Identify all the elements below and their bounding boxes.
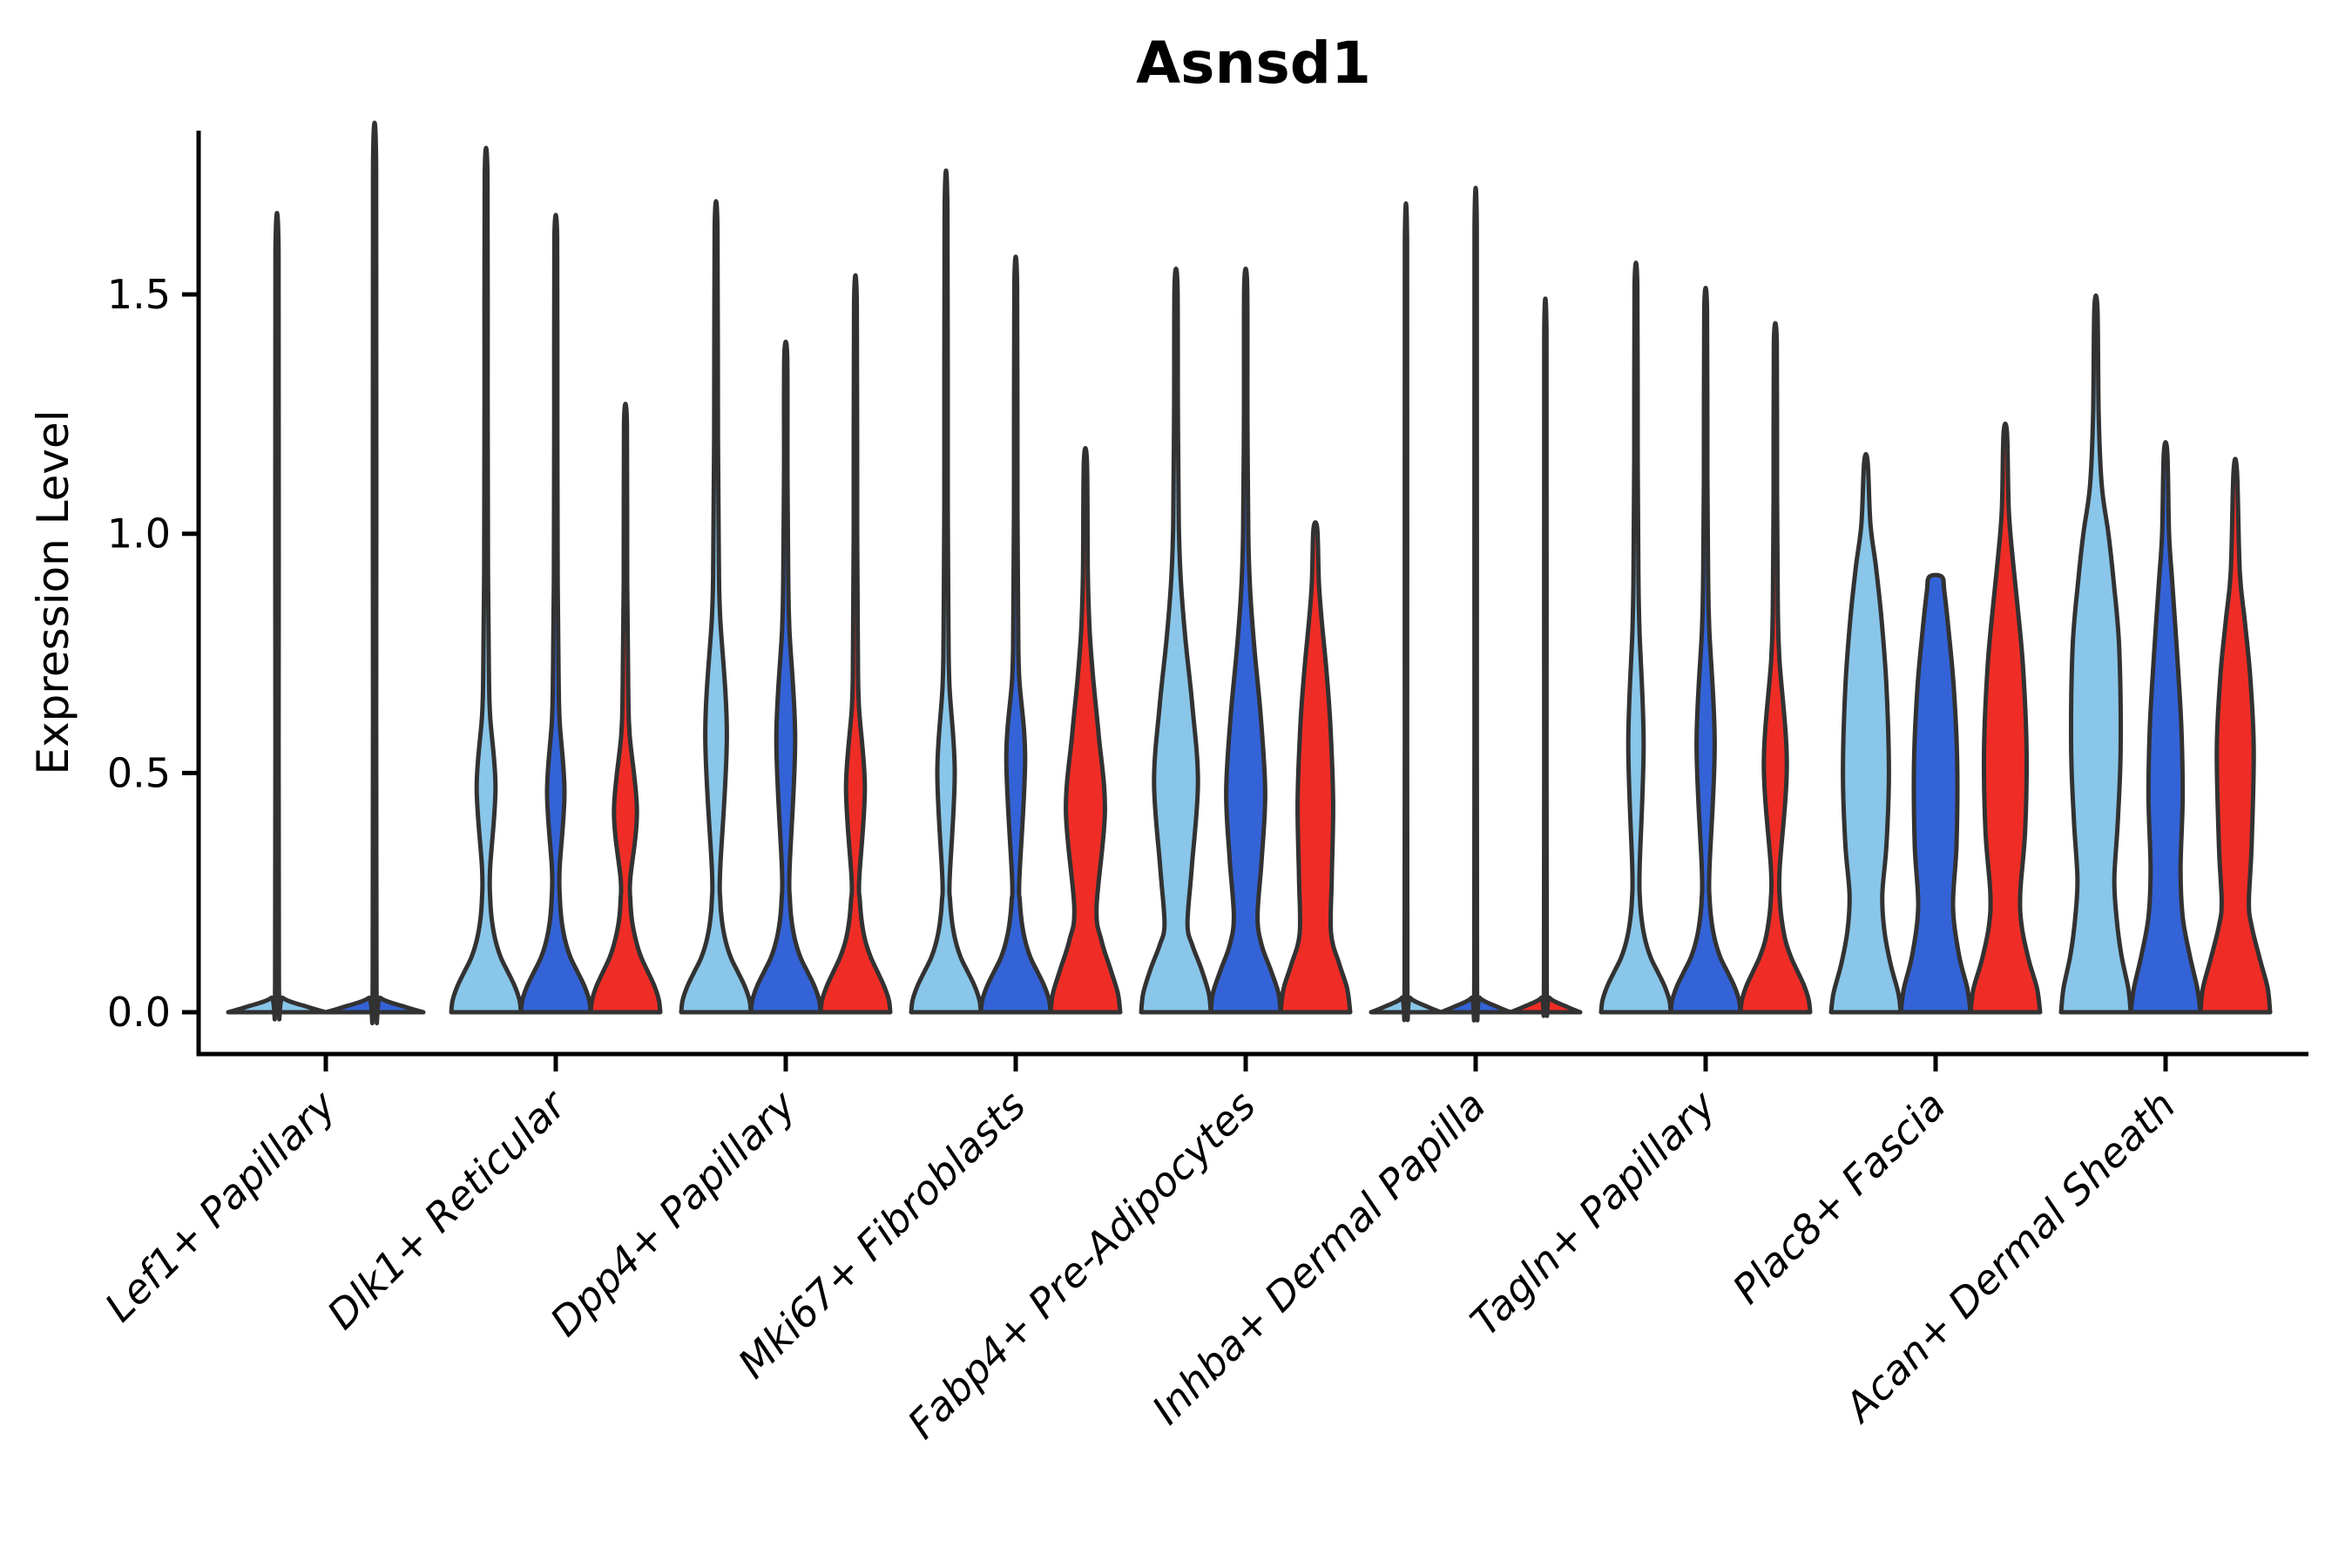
- violin-mki67-split1: [909, 168, 983, 1015]
- violin-acan-split3: [2198, 456, 2273, 1015]
- violin-plac8-split2: [1898, 572, 1973, 1015]
- violin-mki67-split2: [978, 254, 1053, 1015]
- violin-lef1-split2: [323, 120, 426, 1025]
- x-category-label: Dpp4+ Papillary: [541, 1081, 805, 1345]
- violin-fabp4-split1: [1139, 267, 1213, 1015]
- violin-dpp4-split3: [818, 273, 893, 1015]
- violin-plac8-split3: [1968, 421, 2043, 1015]
- x-category-label: Lef1+ Papillary: [96, 1081, 345, 1330]
- violin-dlk1-split1: [449, 145, 524, 1015]
- axes-layer: [182, 131, 2308, 1071]
- violin-fabp4-split3: [1278, 520, 1353, 1015]
- violin-dpp4-split2: [748, 339, 823, 1015]
- y-tick-label: 0.5: [107, 749, 171, 796]
- x-category-label: Tagln+ Papillary: [1461, 1081, 1725, 1345]
- violin-dlk1-split2: [518, 213, 593, 1015]
- violin-lef1-split1: [226, 211, 328, 1022]
- violin-plac8-split1: [1828, 451, 1903, 1015]
- violin-acan-split2: [2128, 440, 2203, 1015]
- violin-acan-split1: [2058, 293, 2133, 1015]
- violin-inhba-split1: [1369, 201, 1443, 1023]
- violin-tagln-split1: [1598, 260, 1673, 1015]
- violin-tagln-split2: [1668, 286, 1743, 1015]
- axis-spines: [196, 131, 2308, 1057]
- y-axis-label: Expression Level: [28, 409, 78, 774]
- violin-inhba-split3: [1508, 296, 1583, 1018]
- violin-tagln-split3: [1738, 321, 1813, 1015]
- plot-title: Asnsd1: [1136, 30, 1371, 97]
- violin-mki67-split3: [1048, 445, 1123, 1015]
- violin-inhba-split2: [1438, 186, 1513, 1023]
- y-tick-label: 1.0: [107, 510, 171, 558]
- y-tick-label: 0.0: [107, 989, 171, 1036]
- violin-dpp4-split1: [679, 199, 754, 1015]
- x-category-label: Plac8+ Fascia: [1723, 1082, 1954, 1313]
- violin-fabp4-split2: [1208, 267, 1283, 1015]
- x-category-label: Dlk1+ Reticular: [318, 1079, 577, 1338]
- violin-dlk1-split3: [588, 402, 663, 1015]
- violin-layer: [226, 120, 2273, 1025]
- y-tick-label: 1.5: [107, 271, 171, 318]
